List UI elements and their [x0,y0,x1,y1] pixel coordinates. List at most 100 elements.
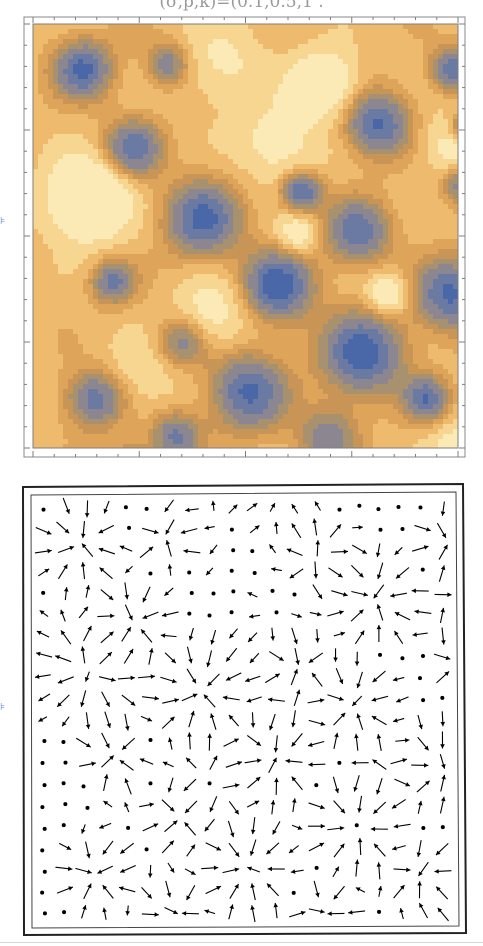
contour-cell [118,109,124,115]
contour-cell [133,119,139,125]
contour-cell [288,44,294,50]
contour-cell [438,104,444,110]
cell-bracket-marker[interactable]: ⊧ [0,702,6,713]
contour-cell [253,229,259,235]
contour-cell [423,184,429,190]
contour-cell [243,44,249,50]
cell-bracket-marker[interactable]: ⊧ [0,216,6,227]
contour-cell [133,279,139,285]
contour-cell [213,164,219,170]
contour-cell [253,179,259,185]
contour-cell [93,129,99,135]
contour-cell [403,84,409,90]
contour-cell [43,249,49,255]
contour-cell [308,164,314,170]
contour-cell [63,309,69,315]
contour-cell [443,24,449,30]
contour-cell [443,219,449,225]
contour-cell [423,189,429,195]
contour-cell [293,89,299,95]
contour-cell [63,229,69,235]
contour-cell [38,64,44,70]
contour-cell [323,169,329,175]
contour-cell [33,284,39,290]
contour-cell [288,239,294,245]
contour-cell [298,129,304,135]
contour-cell [448,209,454,215]
contour-cell [73,299,79,305]
contour-cell [73,49,79,55]
contour-cell [318,199,324,205]
contour-cell [328,314,334,320]
contour-cell [238,164,244,170]
contour-cell [358,214,364,220]
contour-cell [338,154,344,160]
contour-cell [183,49,189,55]
contour-cell [408,44,414,50]
contour-cell [308,294,314,300]
contour-cell [133,104,139,110]
contour-cell [383,64,389,70]
contour-cell [453,189,458,195]
contour-cell [263,224,269,230]
contour-cell [203,109,209,115]
contour-cell [43,134,49,140]
contour-cell [293,129,299,135]
contour-cell [113,139,119,145]
contour-cell [248,199,254,205]
contour-cell [308,224,314,230]
contour-cell [163,214,169,220]
contour-cell [53,294,59,300]
contour-cell [363,49,369,55]
contour-cell [128,234,134,240]
contour-cell [168,39,174,45]
contour-cell [278,179,284,185]
contour-cell [168,84,174,90]
contour-cell [273,89,279,95]
contour-cell [213,99,219,105]
contour-cell [153,304,159,310]
contour-cell [68,244,74,250]
contour-cell [143,234,149,240]
contour-cell [378,59,384,65]
contour-cell [328,234,334,240]
contour-cell [188,214,194,220]
contour-cell [333,44,339,50]
contour-cell [198,104,204,110]
contour-cell [83,169,89,175]
contour-cell [123,69,129,75]
contour-cell [278,284,284,290]
contour-cell [168,124,174,130]
contour-cell [78,279,84,285]
contour-cell [188,149,194,155]
contour-cell [403,74,409,80]
contour-cell [183,234,189,240]
contour-cell [333,169,339,175]
contour-cell [338,84,344,90]
contour-cell [113,84,119,90]
contour-cell [68,204,74,210]
contour-cell [313,259,319,265]
contour-cell [73,314,79,320]
contour-cell [443,214,449,220]
contour-cell [158,29,164,35]
contour-cell [378,174,384,180]
contour-cell [58,239,64,245]
contour-cell [208,69,214,75]
contour-cell [233,109,239,115]
contour-cell [403,209,409,215]
contour-cell [273,264,279,270]
contour-cell [243,79,249,85]
contour-cell [413,239,419,245]
contour-cell [158,99,164,105]
contour-cell [263,119,269,125]
contour-cell [433,264,439,270]
contour-cell [143,109,149,115]
contour-cell [273,114,279,120]
contour-cell [418,29,424,35]
contour-cell [63,244,69,250]
contour-cell [328,284,334,290]
contour-cell [293,234,299,240]
contour-cell [283,174,289,180]
contour-cell [273,84,279,90]
